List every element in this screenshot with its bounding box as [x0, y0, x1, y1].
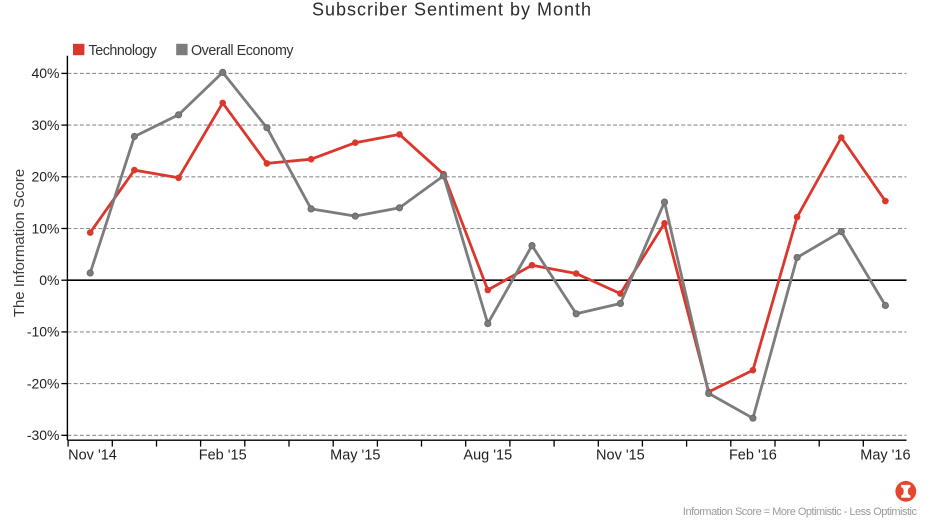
svg-text:Overall Economy: Overall Economy [191, 43, 294, 59]
svg-text:Feb '16: Feb '16 [729, 448, 777, 464]
svg-text:Nov '15: Nov '15 [596, 448, 645, 464]
svg-text:20%: 20% [31, 169, 59, 185]
svg-text:May '15: May '15 [330, 448, 380, 464]
svg-text:10%: 10% [31, 220, 59, 236]
svg-text:0%: 0% [39, 272, 59, 288]
svg-text:Aug '15: Aug '15 [463, 448, 512, 464]
svg-text:The Information Score: The Information Score [11, 169, 28, 317]
svg-text:Technology: Technology [89, 43, 158, 59]
svg-text:May '16: May '16 [860, 448, 910, 464]
svg-text:-30%: -30% [27, 427, 60, 443]
svg-text:-20%: -20% [27, 375, 60, 391]
svg-text:Information Score = More Optim: Information Score = More Optimistic - Le… [683, 506, 918, 518]
svg-text:Feb '15: Feb '15 [199, 448, 247, 464]
svg-text:40%: 40% [31, 65, 59, 81]
svg-text:-10%: -10% [27, 324, 60, 340]
svg-text:Subscriber Sentiment by Month: Subscriber Sentiment by Month [312, 0, 592, 20]
svg-text:Nov '14: Nov '14 [68, 448, 117, 464]
svg-text:30%: 30% [31, 117, 59, 133]
